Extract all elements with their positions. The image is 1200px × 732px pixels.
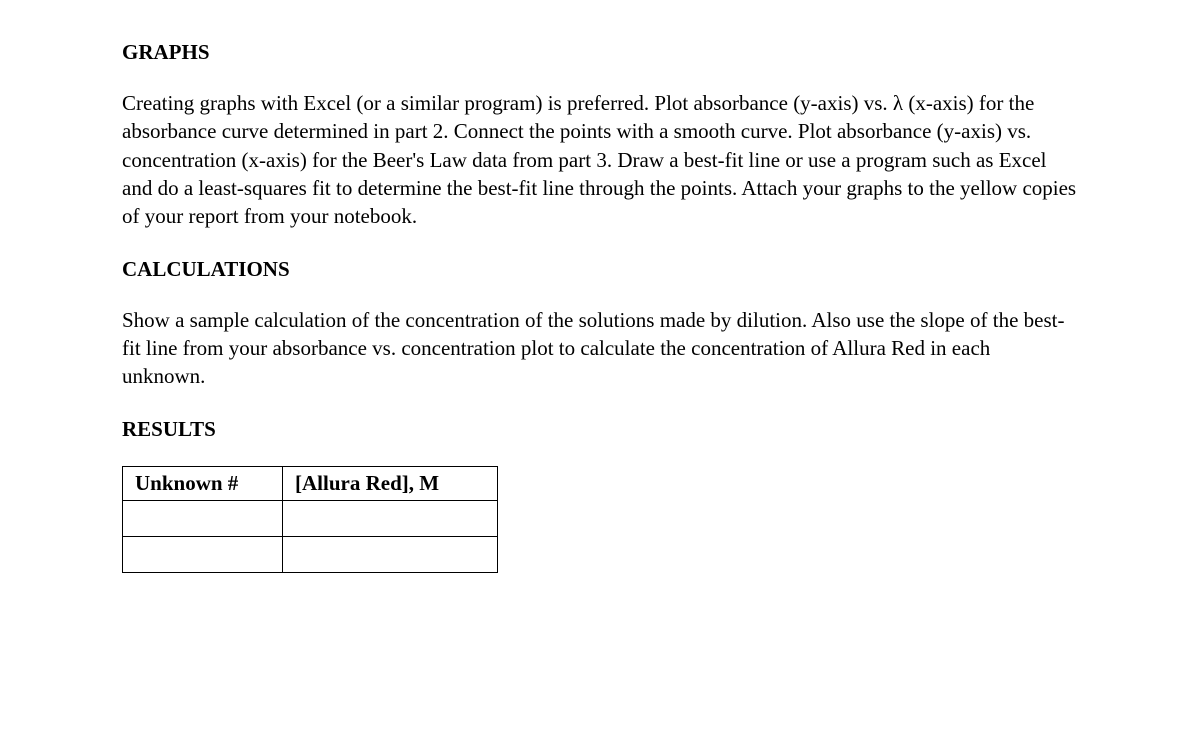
graphs-heading: GRAPHS <box>122 40 1078 65</box>
table-row <box>123 500 498 536</box>
table-cell <box>283 500 498 536</box>
graphs-section: GRAPHS Creating graphs with Excel (or a … <box>122 40 1078 231</box>
table-header-unknown: Unknown # <box>123 466 283 500</box>
table-cell <box>123 536 283 572</box>
graphs-body: Creating graphs with Excel (or a similar… <box>122 89 1078 231</box>
calculations-body: Show a sample calculation of the concent… <box>122 306 1078 391</box>
table-row <box>123 536 498 572</box>
table-header-row: Unknown # [Allura Red], M <box>123 466 498 500</box>
results-section: RESULTS Unknown # [Allura Red], M <box>122 417 1078 573</box>
results-table: Unknown # [Allura Red], M <box>122 466 498 573</box>
calculations-heading: CALCULATIONS <box>122 257 1078 282</box>
table-cell <box>283 536 498 572</box>
calculations-section: CALCULATIONS Show a sample calculation o… <box>122 257 1078 391</box>
results-heading: RESULTS <box>122 417 1078 442</box>
table-cell <box>123 500 283 536</box>
table-header-allura: [Allura Red], M <box>283 466 498 500</box>
